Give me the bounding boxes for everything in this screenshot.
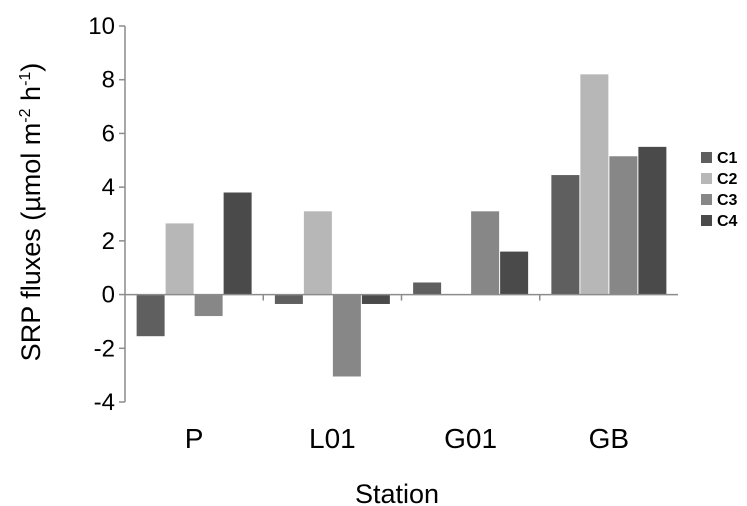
bar-c1-g01 [413,282,442,295]
x-axis-title: Station [355,479,439,506]
y-tick-label: 8 [102,67,115,94]
bar-c2-l01 [303,211,332,295]
category-labels: P L01 G01 GB [185,423,629,454]
y-tick-label: -2 [94,335,115,362]
legend-label: C3 [717,192,738,209]
y-tick-label: 2 [102,228,115,255]
bar-c3-g01 [471,211,500,295]
bars [136,74,667,377]
y-tick-label: 6 [102,120,115,147]
y-axis-ticks: -4 -2 0 2 4 6 8 10 [88,13,541,416]
y-tick-label: 4 [102,174,115,201]
legend-label: C1 [717,150,738,167]
bar-c2-p [165,223,194,295]
x-tick-label: P [185,423,204,454]
x-tick-label: L01 [309,423,356,454]
bar-c3-p [194,294,223,317]
bar-c4-g01 [500,251,529,295]
legend-label: C4 [717,213,738,230]
bar-c1-p [136,294,165,337]
bar-c1-gb [551,175,580,295]
legend-swatch [701,173,712,184]
x-tick-label: G01 [444,423,497,454]
bar-c3-l01 [332,294,361,377]
legend-swatch [701,194,712,205]
x-tick-label: GB [589,423,629,454]
legend: C1 C2 C3 C4 [701,150,738,230]
bar-c4-gb [638,146,667,295]
y-tick-label: 10 [88,13,115,40]
y-tick-label: -4 [94,389,115,416]
bar-c4-l01 [361,294,390,304]
bar-c2-gb [580,74,609,295]
y-tick-label: 0 [102,282,115,309]
legend-swatch [701,152,712,163]
bar-c1-l01 [274,294,303,304]
y-axis-title: SRP fluxes (µmol m-2 h-1) [16,63,46,362]
bar-c4-p [223,192,252,295]
legend-label: C2 [717,171,738,188]
bar-c3-gb [609,156,638,295]
legend-swatch [701,215,712,226]
